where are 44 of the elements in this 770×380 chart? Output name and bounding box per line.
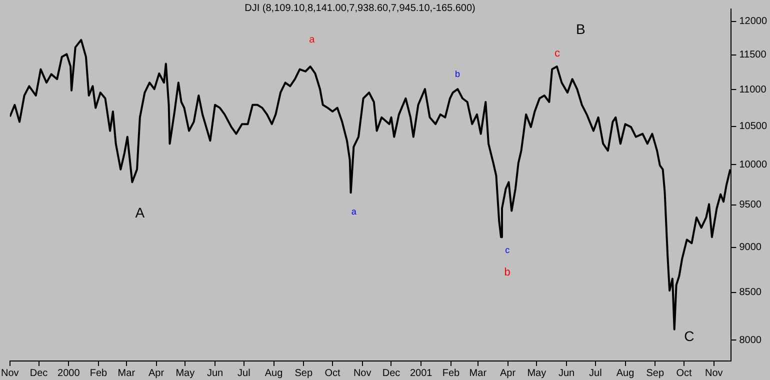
x-tick-label: May <box>527 368 546 379</box>
x-tick-label: Jun <box>558 368 575 379</box>
x-tick-label: Apr <box>148 368 165 379</box>
y-tick-label: 10000 <box>739 159 768 170</box>
x-tick-label: Jul <box>589 368 602 379</box>
x-tick-label: Oct <box>324 368 340 379</box>
y-tick-label: 11000 <box>739 84 767 96</box>
chart-title: DJI (8,109.10,8,141.00,7,938.60,7,945.10,-165.600) <box>244 2 476 14</box>
x-tick-label: Mar <box>469 368 488 379</box>
x-tick-label: Dec <box>382 368 400 379</box>
y-tick-label: 11500 <box>739 50 767 61</box>
x-tick-label: Apr <box>500 368 516 379</box>
annotation: a <box>309 34 316 46</box>
y-tick-label: 9000 <box>739 242 762 254</box>
x-tick-label: Nov <box>353 368 372 379</box>
x-tick-label: Mar <box>118 368 136 379</box>
x-tick-label: Feb <box>442 368 460 379</box>
x-tick-label: Jun <box>206 368 224 379</box>
y-tick-label: 9500 <box>739 200 762 211</box>
x-tick-label: Jul <box>238 368 250 379</box>
annotation: b <box>504 266 510 279</box>
x-tick-label: Aug <box>264 368 283 379</box>
x-tick-label: Nov <box>704 368 723 379</box>
x-tick-label: Dec <box>30 368 48 379</box>
annotation: B <box>576 21 586 38</box>
x-tick-label: Sep <box>294 368 313 379</box>
x-tick-label: Oct <box>676 368 692 379</box>
y-tick-label: 10500 <box>739 121 768 132</box>
annotation: C <box>684 328 694 344</box>
x-tick-label: Aug <box>616 368 634 379</box>
annotation: b <box>455 68 460 79</box>
annotation: c <box>505 244 510 255</box>
x-tick-label: May <box>176 368 195 379</box>
x-tick-label: Feb <box>90 368 108 379</box>
y-tick-label: 12000 <box>739 16 768 28</box>
x-tick-label: Nov <box>0 368 19 379</box>
y-tick-label: 8500 <box>739 287 762 298</box>
annotation: A <box>135 204 146 221</box>
x-tick-label: Sep <box>646 368 664 379</box>
annotation: c <box>554 47 560 60</box>
x-tick-label: 2001 <box>410 368 433 379</box>
annotation: a <box>351 206 356 216</box>
x-tick-label: 2000 <box>58 368 80 379</box>
y-tick-label: 8000 <box>739 334 762 346</box>
